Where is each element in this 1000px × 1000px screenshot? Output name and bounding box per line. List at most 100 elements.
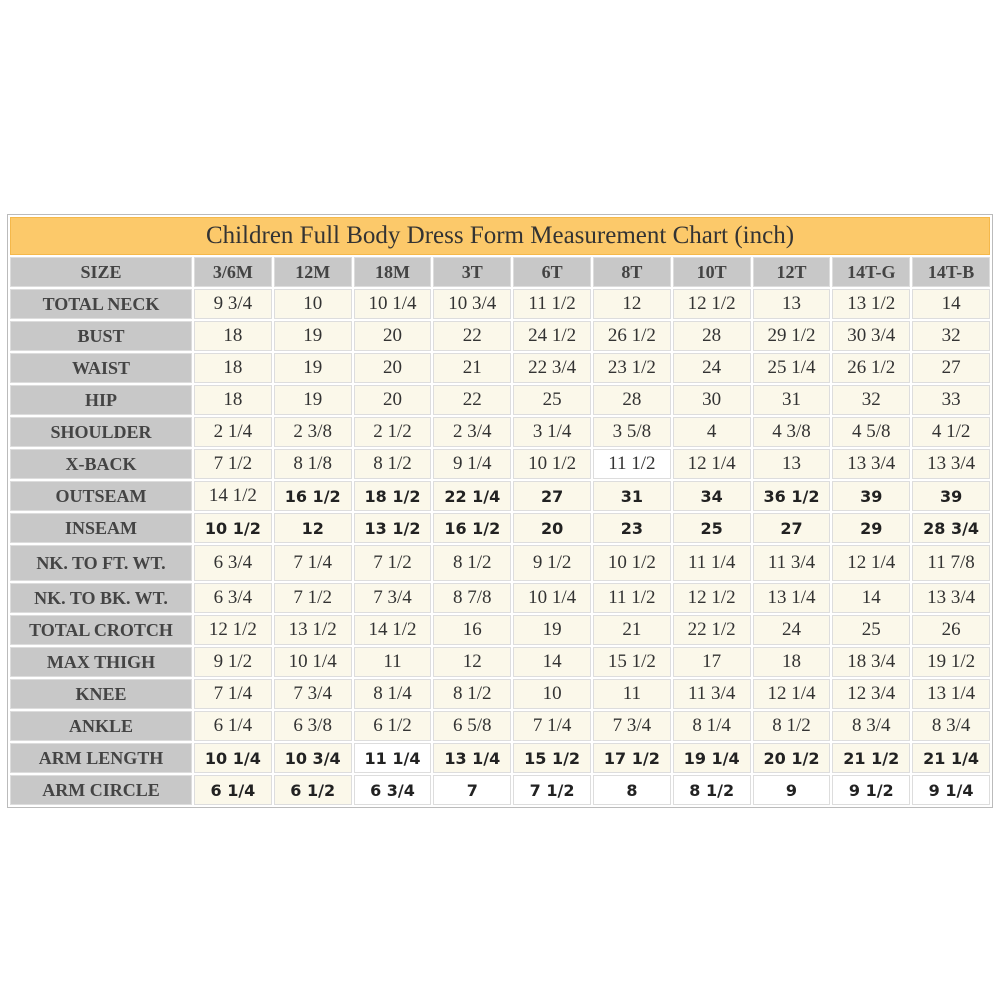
value-cell: 21: [433, 353, 512, 383]
value-cell: 9 1/4: [433, 449, 512, 479]
value-cell: 11: [592, 679, 671, 709]
value-cell: 9: [752, 775, 831, 805]
value-cell: 8 1/8: [273, 449, 352, 479]
value-cell: 10 3/4: [433, 289, 512, 319]
value-cell: 12: [592, 289, 671, 319]
value-cell: 19: [273, 321, 352, 351]
data-row: ARM CIRCLE 6 1/4 6 1/2 6 3/4 7 7 1/2 8 8 1/2 9 9 …: [10, 775, 990, 805]
row-label: KNEE: [10, 679, 192, 709]
value-cell: 31: [752, 385, 831, 415]
value-cell: 9 1/2: [832, 775, 911, 805]
value-cell: 17: [672, 647, 751, 677]
value-cell: 14 1/2: [353, 615, 432, 645]
row-label: X-BACK: [10, 449, 192, 479]
value-cell: 24 1/2: [513, 321, 591, 351]
value-cell: 3 1/4: [513, 417, 591, 447]
data-row: MAX THIGH 9 1/2 10 1/4 11 12 14 15 1/2 17 18 18 3…: [10, 647, 990, 677]
row-label: BUST: [10, 321, 192, 351]
value-cell: 14 1/2: [194, 481, 272, 511]
value-cell: 4 5/8: [832, 417, 911, 447]
value-cell: 6 1/4: [194, 711, 272, 741]
value-cell: 20: [353, 353, 432, 383]
value-cell: 11 1/4: [672, 545, 751, 581]
value-cell: 11 1/2: [592, 583, 671, 613]
value-cell: 24: [752, 615, 831, 645]
value-cell: 11 1/2: [592, 449, 671, 479]
value-cell: 23 1/2: [592, 353, 671, 383]
value-cell: 32: [832, 385, 911, 415]
header-cell: 14T-B: [912, 257, 990, 287]
data-row: TOTAL CROTCH 12 1/2 13 1/2 14 1/2 16 19 21 22 1…: [10, 615, 990, 645]
value-cell: 19: [273, 385, 352, 415]
value-cell: 8 1/2: [433, 545, 512, 581]
value-cell: 13: [752, 289, 831, 319]
value-cell: 20: [353, 321, 432, 351]
value-cell: 22: [433, 321, 512, 351]
value-cell: 6 1/2: [273, 775, 352, 805]
value-cell: 27: [912, 353, 990, 383]
value-cell: 31: [592, 481, 671, 511]
value-cell: 7 3/4: [273, 679, 352, 709]
measurement-table: Children Full Body Dress Form Measuremen…: [7, 214, 993, 808]
header-cell: SIZE: [10, 257, 192, 287]
value-cell: 9 3/4: [194, 289, 272, 319]
value-cell: 34: [672, 481, 751, 511]
value-cell: 2 3/4: [433, 417, 512, 447]
value-cell: 7 1/2: [513, 775, 591, 805]
value-cell: 26: [912, 615, 990, 645]
value-cell: 11 3/4: [672, 679, 751, 709]
value-cell: 24: [672, 353, 751, 383]
value-cell: 30 3/4: [832, 321, 911, 351]
value-cell: 13 1/2: [832, 289, 911, 319]
value-cell: 4 3/8: [752, 417, 831, 447]
value-cell: 12 1/2: [672, 289, 751, 319]
value-cell: 15 1/2: [513, 743, 591, 773]
table-title: Children Full Body Dress Form Measuremen…: [10, 217, 990, 255]
row-label: NK. TO FT. WT.: [10, 545, 192, 581]
value-cell: 10 1/2: [592, 545, 671, 581]
value-cell: 14: [513, 647, 591, 677]
data-row: WAIST 18 19 20 21 22 3/4 23 1/2 24 25 1/4 26 1/2 2…: [10, 353, 990, 383]
value-cell: 15 1/2: [592, 647, 671, 677]
value-cell: 39: [832, 481, 911, 511]
value-cell: 13 1/2: [353, 513, 432, 543]
value-cell: 12: [273, 513, 352, 543]
value-cell: 21 1/4: [912, 743, 990, 773]
value-cell: 10 1/4: [273, 647, 352, 677]
value-cell: 12 1/4: [752, 679, 831, 709]
value-cell: 13 3/4: [832, 449, 911, 479]
value-cell: 19: [273, 353, 352, 383]
value-cell: 20 1/2: [752, 743, 831, 773]
value-cell: 19 1/2: [912, 647, 990, 677]
data-row: INSEAM 10 1/2 12 13 1/2 16 1/2 20 23 25 27 29 28 3…: [10, 513, 990, 543]
value-cell: 3 5/8: [592, 417, 671, 447]
value-cell: 10 1/4: [194, 743, 272, 773]
value-cell: 13 1/2: [273, 615, 352, 645]
value-cell: 25: [832, 615, 911, 645]
value-cell: 7 1/4: [194, 679, 272, 709]
value-cell: 25: [513, 385, 591, 415]
row-label: ANKLE: [10, 711, 192, 741]
row-label: ARM CIRCLE: [10, 775, 192, 805]
value-cell: 16 1/2: [433, 513, 512, 543]
value-cell: 23: [592, 513, 671, 543]
value-cell: 28: [672, 321, 751, 351]
value-cell: 20: [513, 513, 591, 543]
value-cell: 16 1/2: [273, 481, 352, 511]
value-cell: 4: [672, 417, 751, 447]
value-cell: 27: [752, 513, 831, 543]
value-cell: 18 1/2: [353, 481, 432, 511]
value-cell: 8 3/4: [912, 711, 990, 741]
value-cell: 8 1/2: [752, 711, 831, 741]
row-label: TOTAL NECK: [10, 289, 192, 319]
value-cell: 10 3/4: [273, 743, 352, 773]
value-cell: 19 1/4: [672, 743, 751, 773]
value-cell: 7 1/2: [273, 583, 352, 613]
value-cell: 12 1/2: [194, 615, 272, 645]
value-cell: 19: [513, 615, 591, 645]
data-row: NK. TO BK. WT. 6 3/4 7 1/2 7 3/4 8 7/8 10 1/4…: [10, 583, 990, 613]
value-cell: 13 1/4: [752, 583, 831, 613]
header-cell: 6T: [513, 257, 591, 287]
value-cell: 13 1/4: [433, 743, 512, 773]
